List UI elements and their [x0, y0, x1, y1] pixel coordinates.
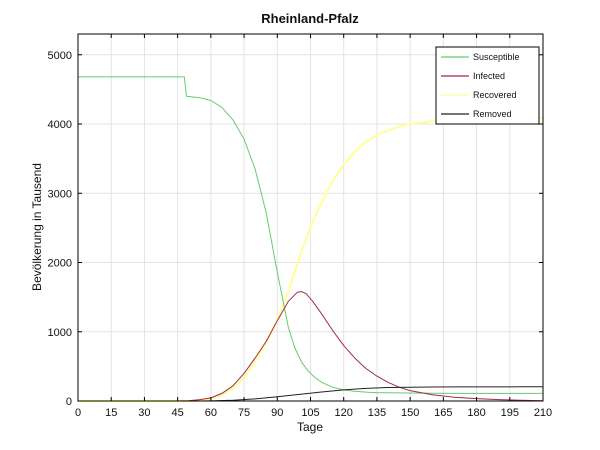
y-tick-label: 2000: [48, 258, 72, 270]
x-tick-label: 30: [138, 407, 150, 419]
series-line-infected: [77, 291, 544, 402]
x-tick-label: 60: [205, 407, 217, 419]
x-tick-label: 135: [368, 407, 386, 419]
x-tick-label: 45: [172, 407, 184, 419]
x-tick-label: 150: [401, 407, 419, 419]
y-tick-label: 3000: [48, 188, 72, 200]
legend-box: [435, 46, 540, 125]
y-tick-label: 5000: [48, 50, 72, 62]
series-line-susceptible: [77, 76, 544, 394]
x-tick-label: 120: [335, 407, 353, 419]
chart-title: Rheinland-Pfalz: [261, 11, 359, 26]
legend-label: Susceptible: [473, 52, 520, 62]
x-tick-label: 75: [238, 407, 250, 419]
legend-label: Infected: [473, 71, 505, 81]
series-line-removed: [77, 386, 544, 402]
x-tick-label: 0: [75, 407, 81, 419]
x-tick-label: 165: [434, 407, 452, 419]
legend-label: Recovered: [473, 90, 517, 100]
x-tick-label: 195: [501, 407, 519, 419]
x-tick-label: 180: [467, 407, 485, 419]
x-tick-label: 105: [301, 407, 319, 419]
y-axis-label: Bevölkerung in Tausend: [30, 163, 44, 291]
x-tick-label: 15: [105, 407, 117, 419]
legend-label: Removed: [473, 109, 512, 119]
x-tick-label: 210: [534, 407, 552, 419]
y-tick-label: 1000: [48, 327, 72, 339]
y-tick-label: 0: [66, 396, 72, 408]
legend: Susceptible Infected Recovered Removed: [435, 46, 540, 125]
x-axis-label: Tage: [297, 420, 323, 434]
x-tick-label: 90: [271, 407, 283, 419]
axis-ticks: 0 15 30 45 60 75 90 105 120 135 150 165 180 195 210 0 10…: [48, 34, 552, 419]
y-tick-label: 4000: [48, 119, 72, 131]
